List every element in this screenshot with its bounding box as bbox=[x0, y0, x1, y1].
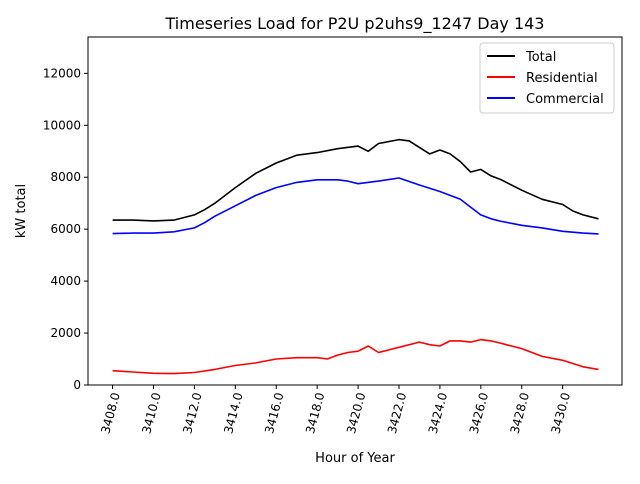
x-tick-label: 3416.0 bbox=[262, 391, 286, 435]
y-tick-label: 12000 bbox=[43, 66, 81, 80]
x-tick-label: 3426.0 bbox=[467, 391, 491, 435]
legend-label: Commercial bbox=[526, 92, 604, 107]
x-tick-label: 3414.0 bbox=[221, 391, 245, 435]
y-tick-label: 6000 bbox=[50, 222, 81, 236]
x-tick-label: 3418.0 bbox=[303, 391, 327, 435]
axes: 3408.0 3410.0 3412.0 3414.0 3416.0 3418.0 3420… bbox=[43, 66, 573, 435]
series-line-residential bbox=[112, 338, 599, 375]
x-tick-label: 3428.0 bbox=[508, 391, 532, 435]
y-tick-label: 8000 bbox=[50, 170, 81, 184]
x-tick-label: 3412.0 bbox=[180, 391, 204, 435]
x-tick-label: 3430.0 bbox=[549, 391, 573, 435]
plot-lines bbox=[112, 138, 599, 375]
legend: Total Residential Commercial bbox=[479, 42, 615, 114]
x-tick-label: 3420.0 bbox=[344, 391, 368, 435]
y-tick-label: 4000 bbox=[50, 274, 81, 288]
plot-frame bbox=[87, 36, 623, 386]
y-tick-label: 2000 bbox=[50, 326, 81, 340]
legend-label: Total bbox=[525, 50, 556, 65]
x-axis-label: Hour of Year bbox=[315, 451, 395, 466]
chart-title: Timeseries Load for P2U p2uhs9_1247 Day … bbox=[165, 14, 545, 34]
series-line-commercial bbox=[112, 177, 599, 235]
x-tick-label: 3422.0 bbox=[385, 391, 409, 435]
y-tick-label: 10000 bbox=[43, 118, 81, 132]
x-tick-label: 3424.0 bbox=[426, 391, 450, 435]
legend-box bbox=[479, 42, 615, 114]
x-tick-label: 3410.0 bbox=[139, 391, 163, 435]
series-line-total bbox=[112, 138, 599, 222]
legend-label: Residential bbox=[526, 71, 598, 86]
y-axis-label: kW total bbox=[14, 184, 29, 238]
y-tick-label: 0 bbox=[73, 378, 81, 392]
x-tick-label: 3408.0 bbox=[98, 391, 122, 435]
